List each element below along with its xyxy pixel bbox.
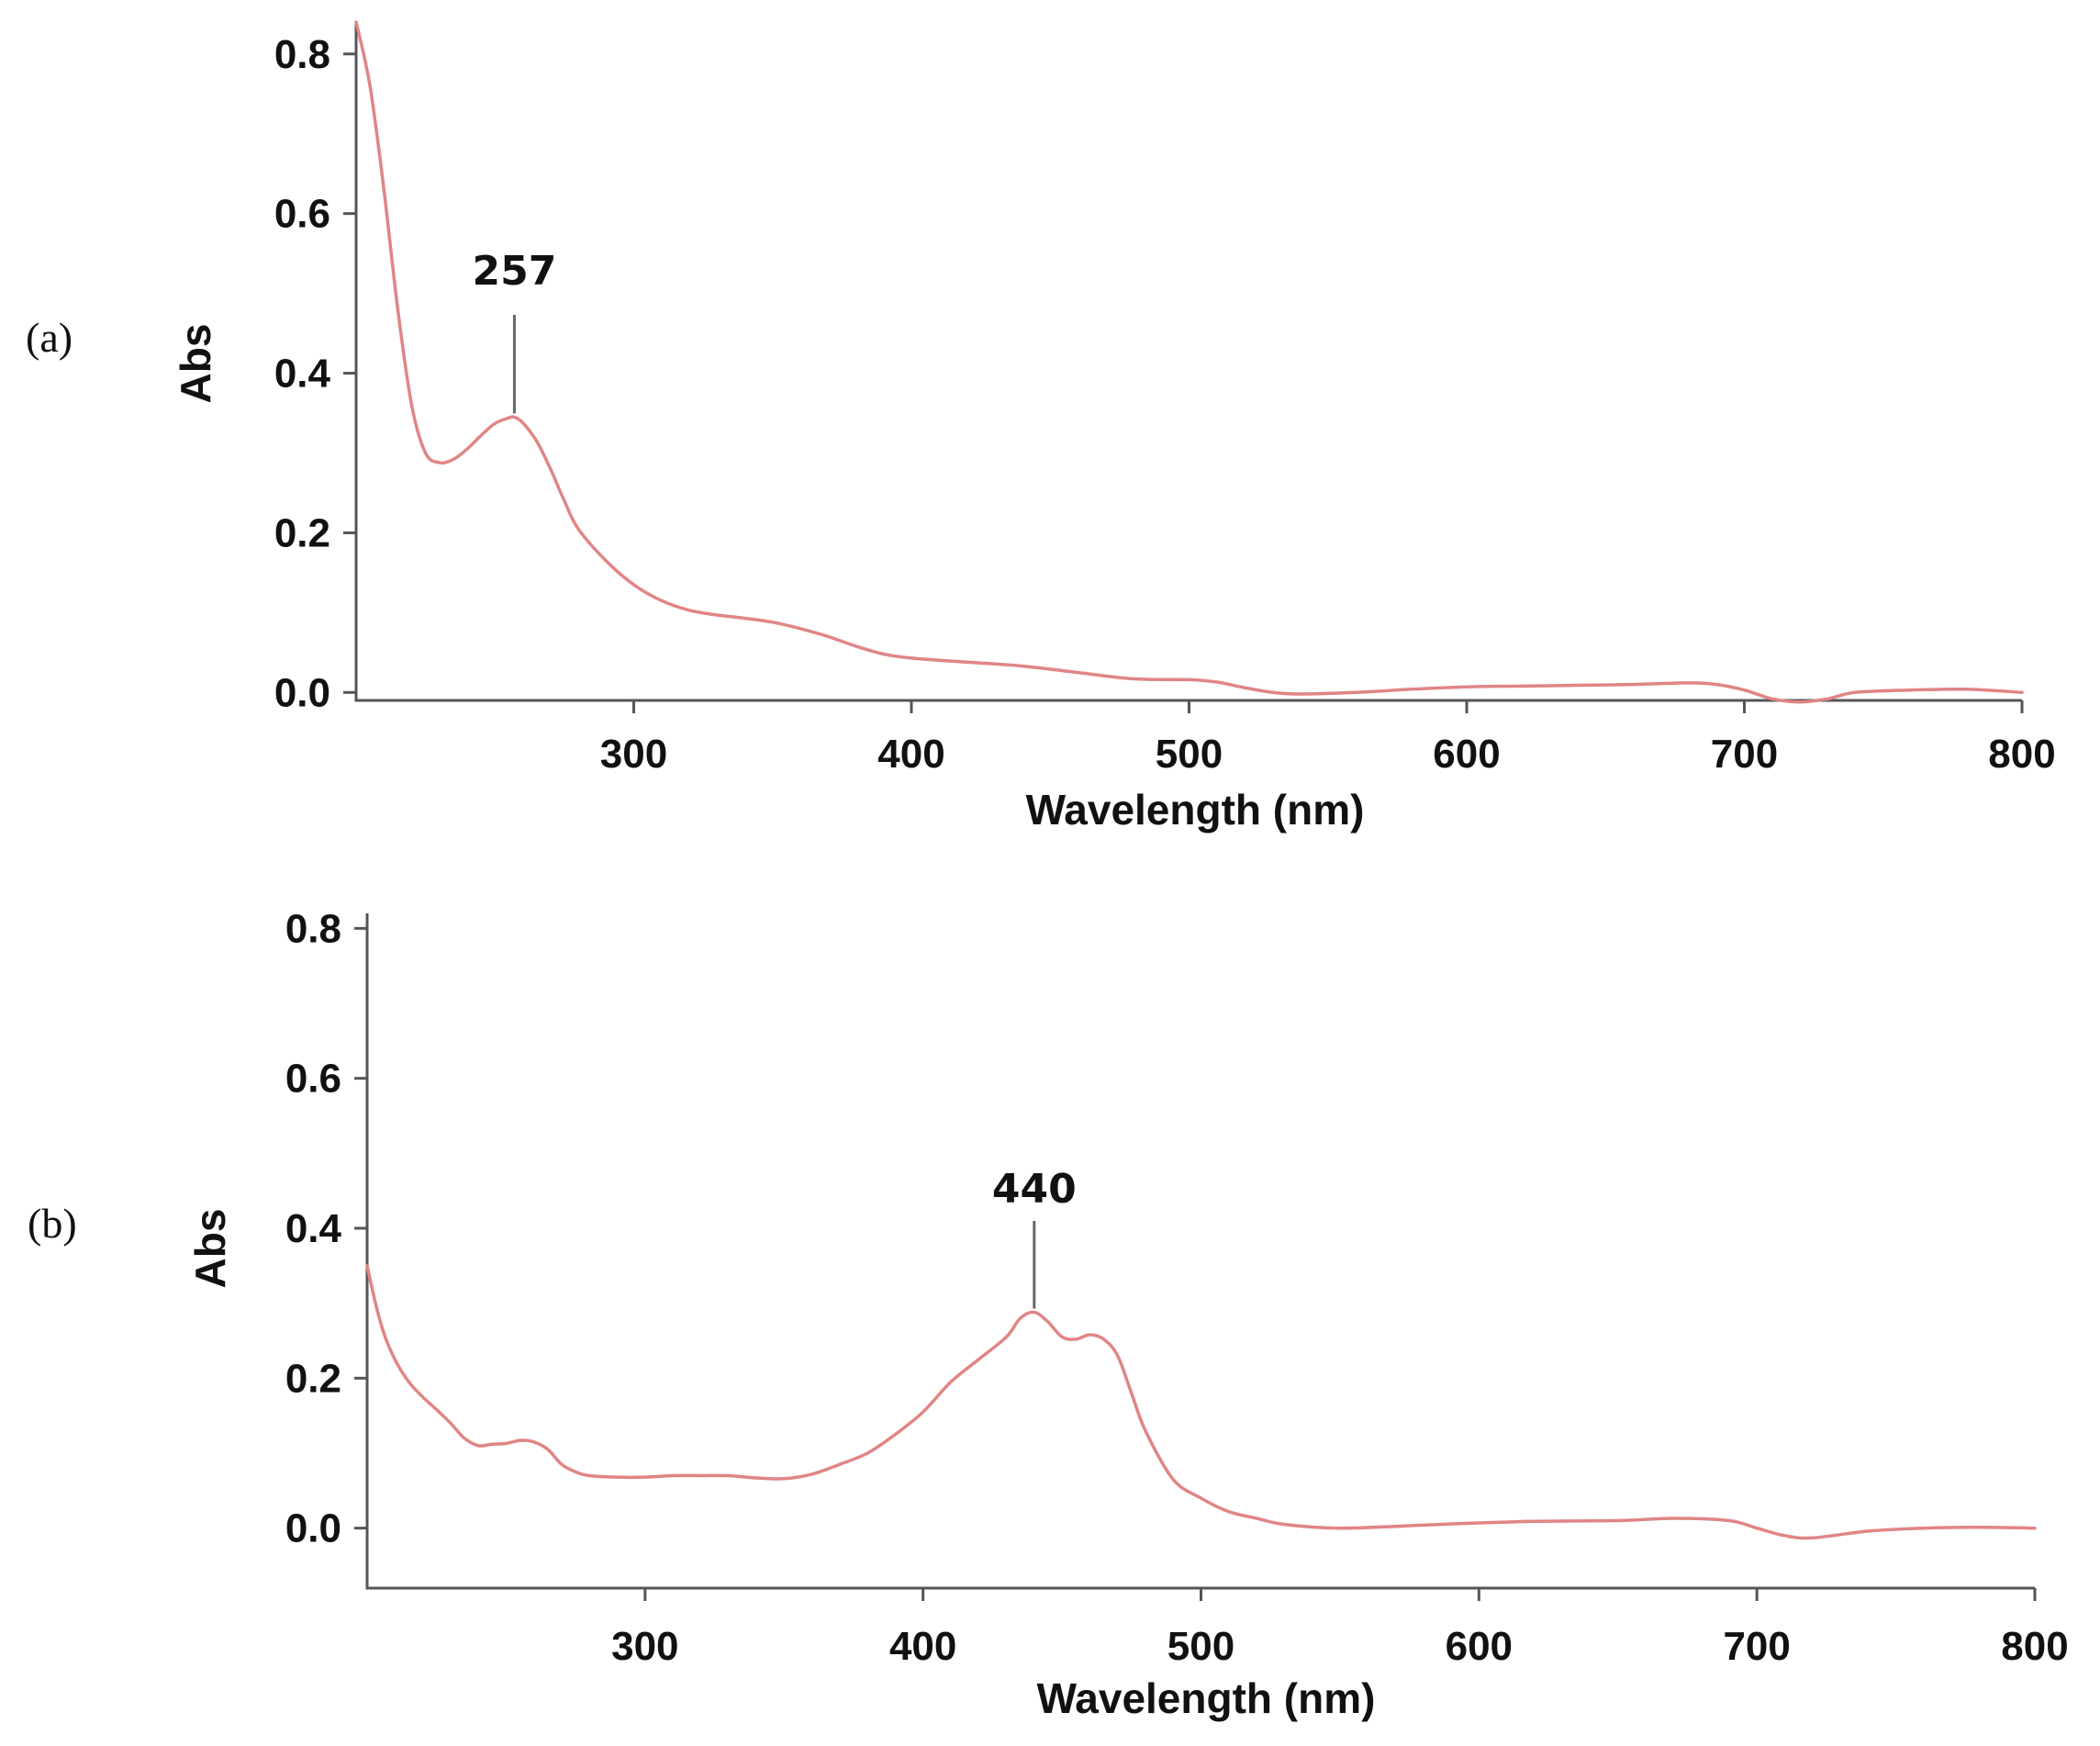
panel-b: (b) Abs Wavelength (nm) 0.0 0.2 0.4 0.6 0.8 3…	[28, 906, 2069, 1722]
panel-b-label: (b)	[28, 1200, 77, 1247]
y-tick-label: 0.6	[274, 192, 330, 237]
x-tick-label: 600	[1433, 732, 1500, 777]
x-tick-label: 800	[1988, 732, 2055, 777]
panel-a: (a) Abs Wavelength (nm) 0.0 0.2 0.4 0.6 0.8 3…	[26, 20, 2056, 834]
panel-b-y-axis-title: Abs	[186, 1209, 234, 1289]
x-tick-label: 400	[877, 732, 944, 777]
panel-a-peak-label: 257	[472, 248, 556, 295]
x-tick-label: 600	[1446, 1624, 1513, 1669]
x-tick-label: 700	[1711, 732, 1778, 777]
panel-b-peak-label: 440	[992, 1166, 1077, 1213]
y-tick-label: 0.4	[274, 352, 331, 397]
x-tick-label: 500	[1167, 1624, 1234, 1669]
x-tick-label: 300	[600, 732, 667, 777]
x-tick-label: 800	[2001, 1624, 2068, 1669]
y-tick-label: 0.0	[274, 670, 330, 715]
panel-a-label: (a)	[26, 314, 73, 361]
x-tick-label: 300	[611, 1624, 678, 1669]
panel-a-spectrum-line	[354, 20, 2024, 704]
panel-b-x-axis-title: Wavelength (nm)	[1037, 1674, 1376, 1722]
panel-a-y-axis-title: Abs	[172, 324, 219, 404]
panel-a-axes	[354, 22, 2022, 702]
x-tick-label: 400	[889, 1624, 956, 1669]
panel-a-x-axis-title: Wavelength (nm)	[1026, 786, 1365, 834]
panel-a-ticks: 0.0 0.2 0.4 0.6 0.8 300 400 500 600 700 800	[274, 32, 2056, 777]
x-tick-label: 500	[1156, 732, 1223, 777]
y-tick-label: 0.6	[285, 1057, 341, 1102]
panel-b-axes	[365, 913, 2035, 1590]
y-tick-label: 0.0	[285, 1506, 341, 1551]
y-tick-label: 0.8	[285, 906, 341, 951]
panel-b-spectrum-line	[365, 1264, 2037, 1540]
y-tick-label: 0.4	[285, 1206, 342, 1251]
y-tick-label: 0.8	[274, 32, 330, 77]
x-tick-label: 700	[1723, 1624, 1790, 1669]
panel-b-ticks: 0.0 0.2 0.4 0.6 0.8 300 400 500 600 700 800	[285, 906, 2069, 1669]
y-tick-label: 0.2	[274, 510, 330, 555]
y-tick-label: 0.2	[285, 1356, 341, 1401]
